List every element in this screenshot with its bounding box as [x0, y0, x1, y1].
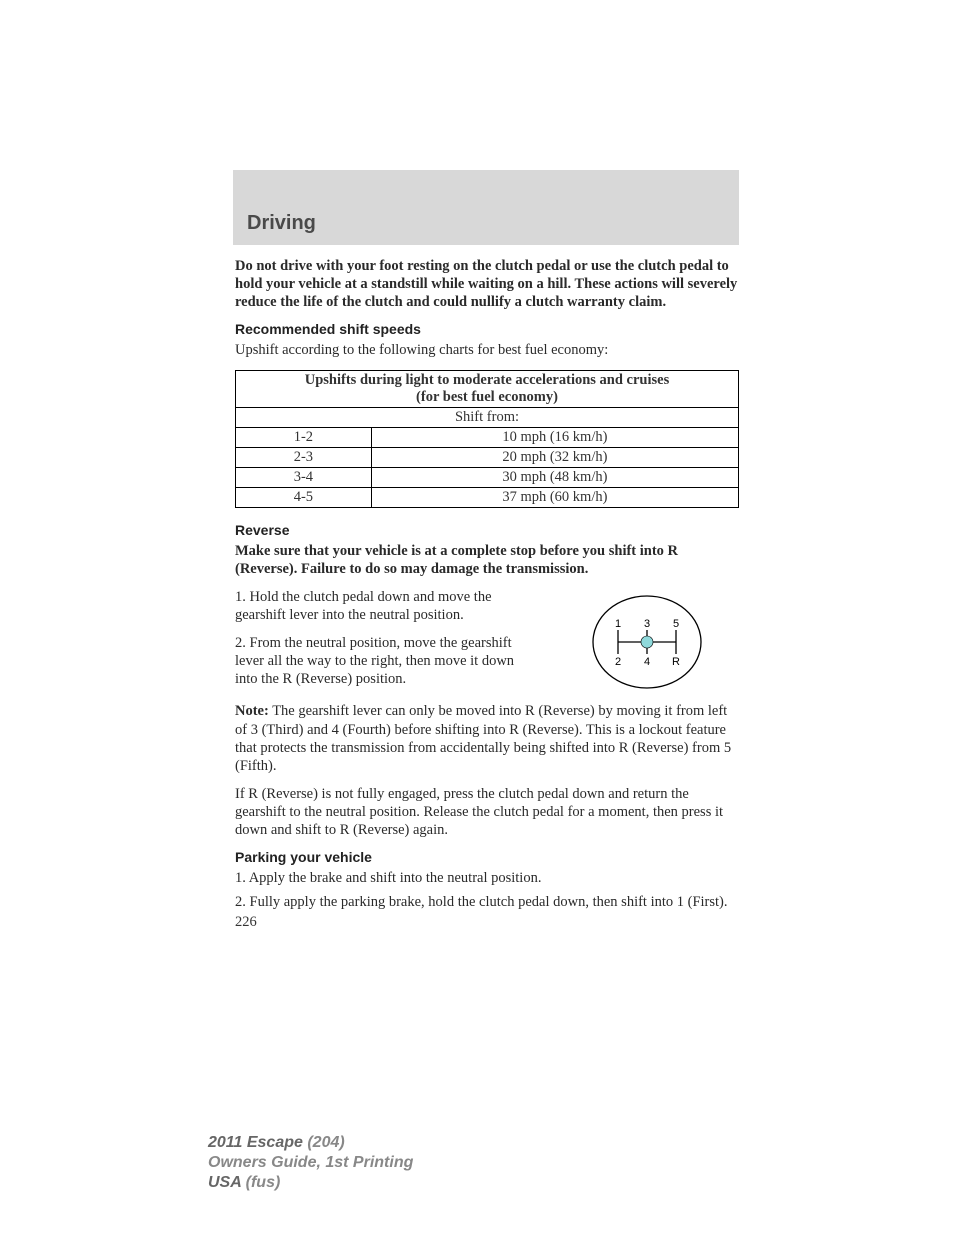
shift-from-cell: Shift from: — [236, 407, 739, 427]
footer-line-3: USA (fus) — [208, 1173, 413, 1193]
gear-label-1: 1 — [614, 618, 620, 630]
table-row: 2-3 20 mph (32 km/h) — [236, 447, 739, 467]
table-caption-row: Upshifts during light to moderate accele… — [236, 370, 739, 407]
section-header: Driving — [233, 170, 739, 245]
page-number: 226 — [235, 914, 739, 931]
reverse-step2: 2. From the neutral position, move the g… — [235, 634, 534, 688]
page-footer: 2011 Escape (204) Owners Guide, 1st Prin… — [208, 1133, 413, 1193]
table-row: 3-4 30 mph (48 km/h) — [236, 467, 739, 487]
reverse-para3: If R (Reverse) is not fully engaged, pre… — [235, 785, 739, 839]
reverse-warning: Make sure that your vehicle is at a comp… — [235, 542, 739, 578]
heading-reverse: Reverse — [235, 522, 739, 538]
gear-cell: 1-2 — [236, 427, 372, 447]
table-row: 1-2 10 mph (16 km/h) — [236, 427, 739, 447]
footer-line-1: 2011 Escape (204) — [208, 1133, 413, 1153]
gear-cell: 4-5 — [236, 487, 372, 507]
footer-model-code: (204) — [307, 1134, 344, 1151]
speed-cell: 30 mph (48 km/h) — [371, 467, 738, 487]
gear-cell: 3-4 — [236, 467, 372, 487]
heading-parking: Parking your vehicle — [235, 849, 739, 865]
section-title: Driving — [247, 212, 739, 235]
note-label: Note: — [235, 703, 269, 719]
gear-label-3: 3 — [643, 618, 649, 630]
parking-step1: 1. Apply the brake and shift into the ne… — [235, 869, 739, 887]
gear-label-2: 2 — [614, 656, 620, 668]
footer-usa: USA — [208, 1174, 246, 1191]
footer-fus: (fus) — [246, 1174, 281, 1191]
shift-speeds-table: Upshifts during light to moderate accele… — [235, 370, 739, 508]
table-row: Shift from: — [236, 407, 739, 427]
footer-line-2: Owners Guide, 1st Printing — [208, 1153, 413, 1173]
speed-cell: 10 mph (16 km/h) — [371, 427, 738, 447]
note-body: The gearshift lever can only be moved in… — [235, 703, 731, 773]
shift-intro: Upshift according to the following chart… — [235, 341, 739, 359]
gear-label-r: R — [672, 656, 680, 668]
speed-cell: 20 mph (32 km/h) — [371, 447, 738, 467]
speed-cell: 37 mph (60 km/h) — [371, 487, 738, 507]
gear-cell: 2-3 — [236, 447, 372, 467]
table-row: 4-5 37 mph (60 km/h) — [236, 487, 739, 507]
parking-step2: 2. Fully apply the parking brake, hold t… — [235, 893, 739, 911]
reverse-step1: 1. Hold the clutch pedal down and move t… — [235, 588, 534, 624]
gear-label-5: 5 — [672, 618, 678, 630]
reverse-note: Note: The gearshift lever can only be mo… — [235, 702, 739, 775]
clutch-warning: Do not drive with your foot resting on t… — [235, 257, 739, 311]
table-caption: Upshifts during light to moderate accele… — [236, 370, 739, 407]
gear-label-4: 4 — [643, 656, 649, 668]
footer-model: 2011 Escape — [208, 1134, 307, 1151]
gearshift-diagram-icon: 1 3 5 2 4 R — [582, 592, 712, 692]
heading-shift-speeds: Recommended shift speeds — [235, 321, 739, 337]
